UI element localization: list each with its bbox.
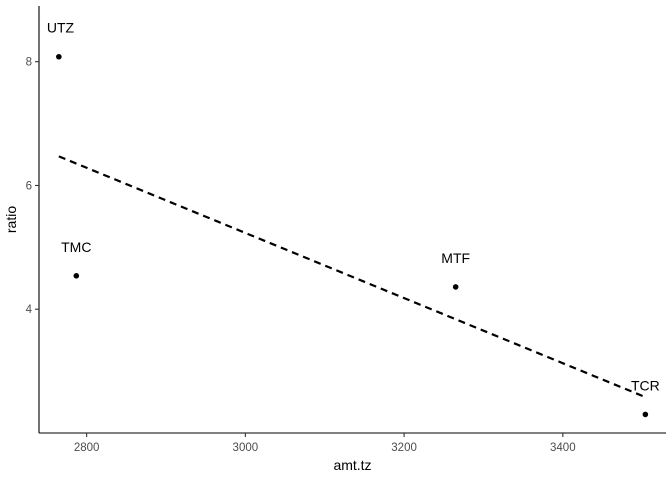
data-point-utz [56,53,62,60]
x-axis-title: amt.tz [333,457,371,473]
x-tick-label: 2800 [74,442,100,454]
x-ticks: 2800 3000 3200 3400 [74,433,576,454]
trend-line [58,155,646,399]
x-tick-label: 3000 [233,442,259,454]
point-label-mtf: MTF [441,250,470,266]
axes [38,6,666,434]
point-label-utz: UTZ [47,20,75,36]
point-label-tmc: TMC [61,239,91,255]
y-tick-label: 4 [26,304,33,316]
data-point-tmc [73,273,80,279]
x-tick-label: 3400 [550,442,576,454]
point-labels: UTZ TMC MTF TCR [47,20,660,394]
data-point-tcr [642,411,649,418]
y-axis-title: ratio [3,206,19,233]
y-tick-label: 8 [26,57,32,69]
data-points [56,53,649,418]
y-ticks: 4 6 8 [26,57,39,316]
data-point-mtf [452,284,459,290]
x-tick-label: 3200 [391,442,417,454]
point-label-tcr: TCR [631,377,660,393]
y-tick-label: 6 [26,180,32,192]
